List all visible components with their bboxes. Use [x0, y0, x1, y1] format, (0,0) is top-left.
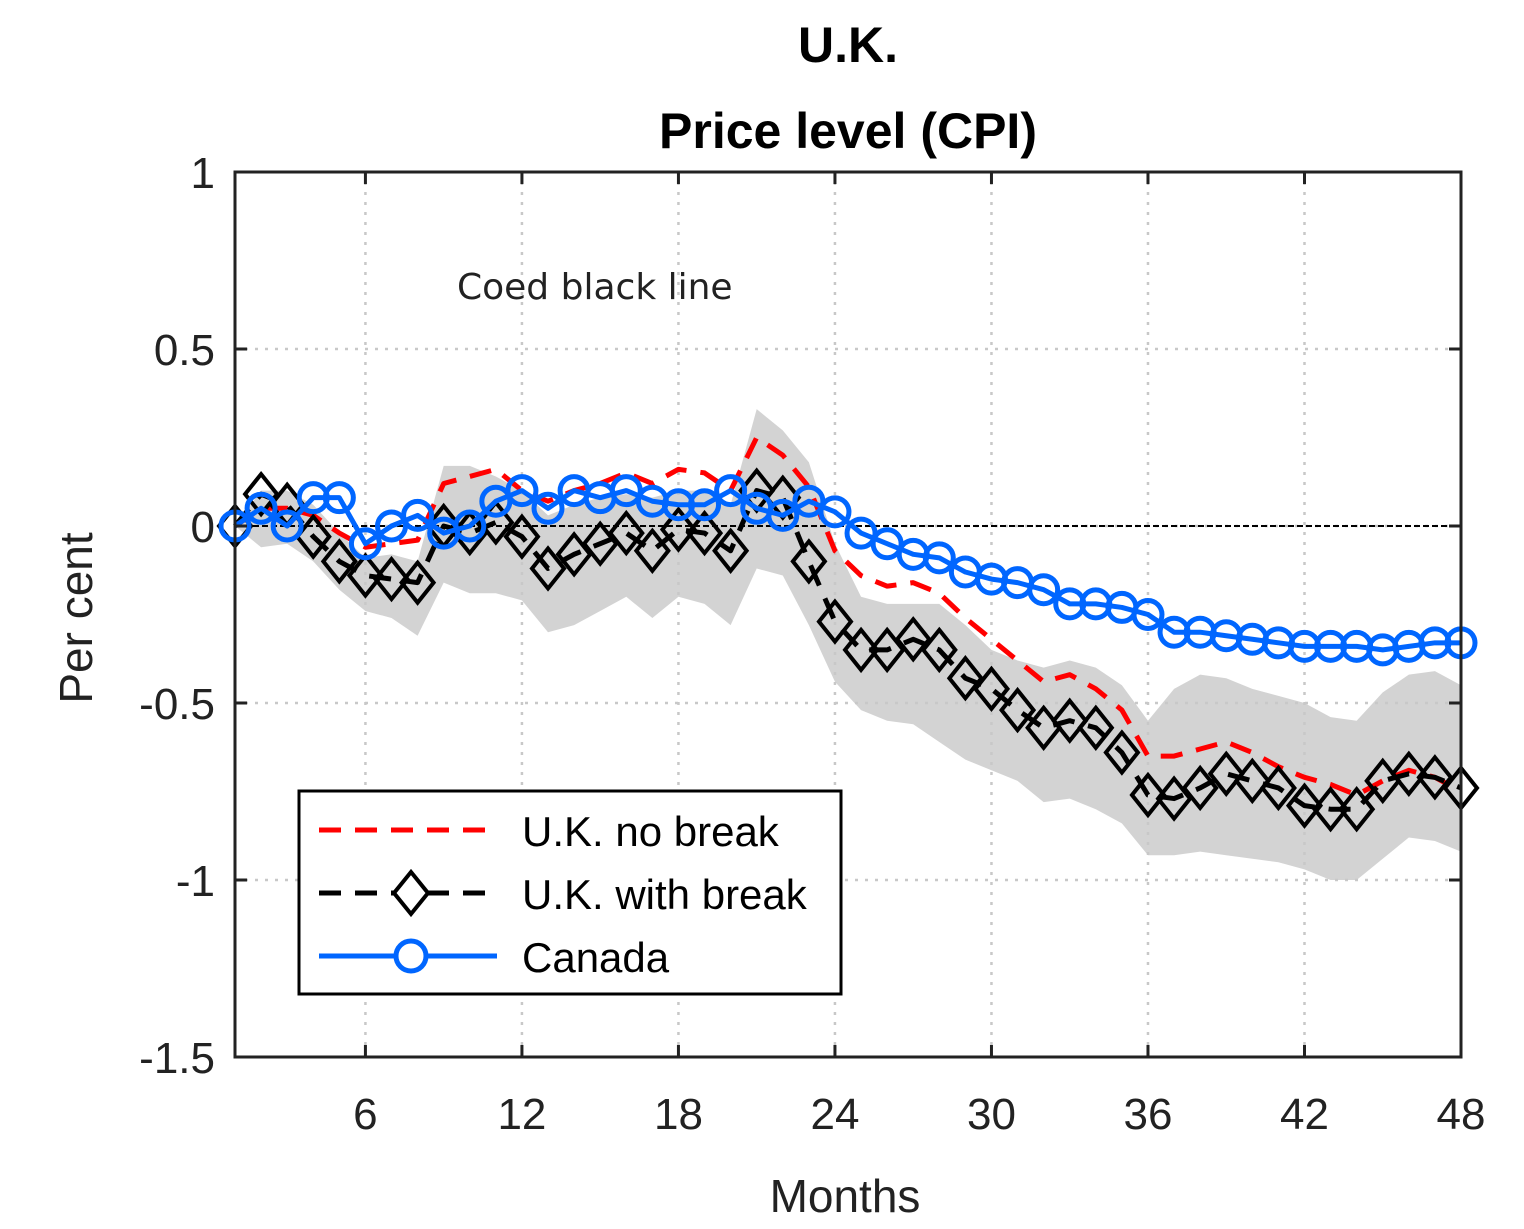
- data-point-diamond: [894, 616, 932, 663]
- data-point-circle: [401, 498, 435, 532]
- legend-entry-uk-no-break: U.K. no break: [319, 808, 780, 855]
- series-u-k-no-break: [233, 435, 1463, 798]
- data-point-diamond: [998, 686, 1037, 734]
- data-point-circle: [766, 498, 800, 532]
- legend-label-uk-no-break: U.K. no break: [522, 808, 780, 855]
- data-point-diamond: [1285, 782, 1324, 829]
- x-tick-labels: 6 12 18 24 30 36 42 48: [353, 1090, 1485, 1139]
- data-point-diamond: [529, 545, 567, 592]
- data-point-diamond: [1155, 775, 1193, 822]
- data-point-diamond: [1390, 750, 1428, 798]
- x-tick-label: 6: [353, 1090, 377, 1139]
- data-point-diamond: [1207, 750, 1245, 798]
- data-point-diamond: [320, 538, 358, 585]
- chart-title: U.K. Price level (CPI): [659, 17, 1037, 159]
- series-line-u-k-no-break: [233, 435, 1463, 798]
- data-point-diamond: [868, 626, 906, 674]
- data-point-diamond: [1338, 785, 1376, 833]
- x-tick-label: 18: [654, 1090, 703, 1139]
- data-point-circle: [688, 488, 722, 522]
- data-point-diamond: [581, 520, 619, 567]
- data-point-diamond: [920, 626, 958, 674]
- data-point-diamond: [1129, 771, 1167, 819]
- data-point-circle: [714, 474, 748, 508]
- series-layer: [216, 435, 1480, 833]
- data-point-diamond: [946, 655, 984, 702]
- data-point-diamond: [607, 509, 645, 557]
- legend-label-canada: Canada: [522, 934, 670, 981]
- y-tick-labels: 1 0.5 0 -0.5 -1 -1.5: [139, 149, 215, 1083]
- y-axis-label: Per cent: [50, 532, 102, 704]
- series-canada: [218, 474, 1478, 667]
- data-point-diamond: [1103, 729, 1141, 776]
- data-point-diamond: [242, 470, 280, 518]
- data-point-diamond: [1051, 697, 1089, 744]
- data-point-circle: [322, 481, 356, 515]
- axis-ticks-layer: [235, 170, 1463, 1059]
- data-point-diamond: [1233, 757, 1271, 805]
- data-point-diamond: [372, 555, 411, 603]
- data-point-circle: [531, 491, 565, 525]
- data-point-circle: [505, 474, 539, 508]
- data-point-diamond: [633, 527, 671, 574]
- legend-label-uk-with-break: U.K. with break: [522, 871, 808, 918]
- data-point-circle: [453, 509, 487, 543]
- chart-title-line-1: U.K.: [798, 17, 898, 73]
- data-point-diamond: [972, 665, 1011, 713]
- data-point-circle: [1131, 598, 1165, 631]
- data-point-diamond: [1181, 764, 1219, 812]
- chart-title-line-2: Price level (CPI): [659, 103, 1037, 159]
- data-point-circle: [1027, 573, 1061, 607]
- y-tick-label: 0.5: [154, 326, 215, 375]
- data-point-diamond: [1416, 754, 1454, 801]
- data-point-circle: [818, 495, 852, 529]
- data-point-diamond: [816, 598, 854, 645]
- data-point-diamond: [712, 527, 750, 574]
- x-tick-label: 12: [497, 1090, 546, 1139]
- x-tick-label: 24: [810, 1090, 859, 1139]
- x-axis-label: Months: [770, 1170, 921, 1222]
- data-point-diamond: [555, 531, 593, 578]
- data-point-diamond: [1259, 764, 1297, 812]
- x-tick-label: 36: [1124, 1090, 1173, 1139]
- legend-entry-uk-with-break: U.K. with break: [319, 868, 808, 918]
- data-point-diamond: [685, 509, 724, 557]
- data-point-diamond: [1312, 785, 1350, 833]
- legend-circle-marker: [393, 938, 429, 974]
- data-point-circle: [922, 541, 956, 575]
- legend-box: [297, 789, 843, 996]
- y-tick-label: -1: [176, 857, 215, 906]
- annotation-text: Coed black line: [457, 267, 733, 308]
- legend: U.K. no break U.K. with break Canada: [297, 789, 843, 996]
- x-tick-label: 42: [1280, 1090, 1329, 1139]
- data-point-diamond: [346, 552, 384, 599]
- data-point-diamond: [399, 559, 437, 606]
- data-point-diamond: [477, 499, 515, 546]
- data-point-diamond: [790, 538, 828, 585]
- x-tick-label: 30: [967, 1090, 1016, 1139]
- y-tick-label: 1: [191, 149, 215, 198]
- x-tick-label: 48: [1437, 1090, 1486, 1139]
- legend-diamond-marker: [391, 868, 431, 918]
- plot-frame: [233, 170, 1463, 1059]
- data-point-diamond: [503, 513, 541, 560]
- series-line-canada: [233, 488, 1461, 653]
- y-tick-label: 0: [191, 503, 215, 552]
- legend-entry-canada: Canada: [319, 934, 670, 981]
- data-point-diamond: [659, 506, 698, 553]
- data-point-circle: [348, 527, 382, 561]
- data-point-circle: [244, 491, 278, 525]
- data-point-diamond: [1077, 704, 1115, 751]
- data-point-circle: [270, 509, 304, 543]
- series-line-u-k-with-break: [233, 488, 1462, 812]
- data-point-diamond: [842, 626, 880, 674]
- y-tick-label: -0.5: [139, 680, 215, 729]
- y-tick-label: -1.5: [139, 1034, 215, 1083]
